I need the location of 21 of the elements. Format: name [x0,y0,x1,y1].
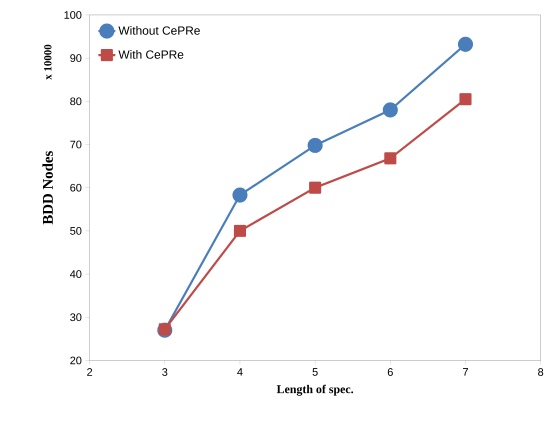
y-tick-label: 20 [70,356,82,364]
y-tick-label: 40 [70,270,82,278]
x-tick-label: 3 [162,368,168,376]
legend-label: Without CePRe [118,26,200,35]
y-tick-label: 30 [70,313,82,322]
x-tick-label: 7 [463,368,468,376]
x-tick-label: 8 [538,368,544,376]
x-tick-label: 5 [312,368,318,376]
x-tick-label: 2 [87,368,92,376]
y-tick-label: 80 [70,97,82,106]
text: x 10000 [44,44,52,80]
y-tick-label: 70 [70,140,82,148]
x-tick-label: 4 [237,368,243,376]
legend-label: With CePRe [118,50,184,59]
y-axis-title: BDD Nodes [42,151,53,224]
y-tick-label: 90 [70,54,82,62]
y-tick-label: 100 [64,11,82,19]
x-tick-label: 6 [388,368,393,376]
y-tick-label: 50 [70,226,82,235]
x-axis-title: Length of spec. [276,384,354,396]
y-tick-label: 60 [70,184,82,192]
